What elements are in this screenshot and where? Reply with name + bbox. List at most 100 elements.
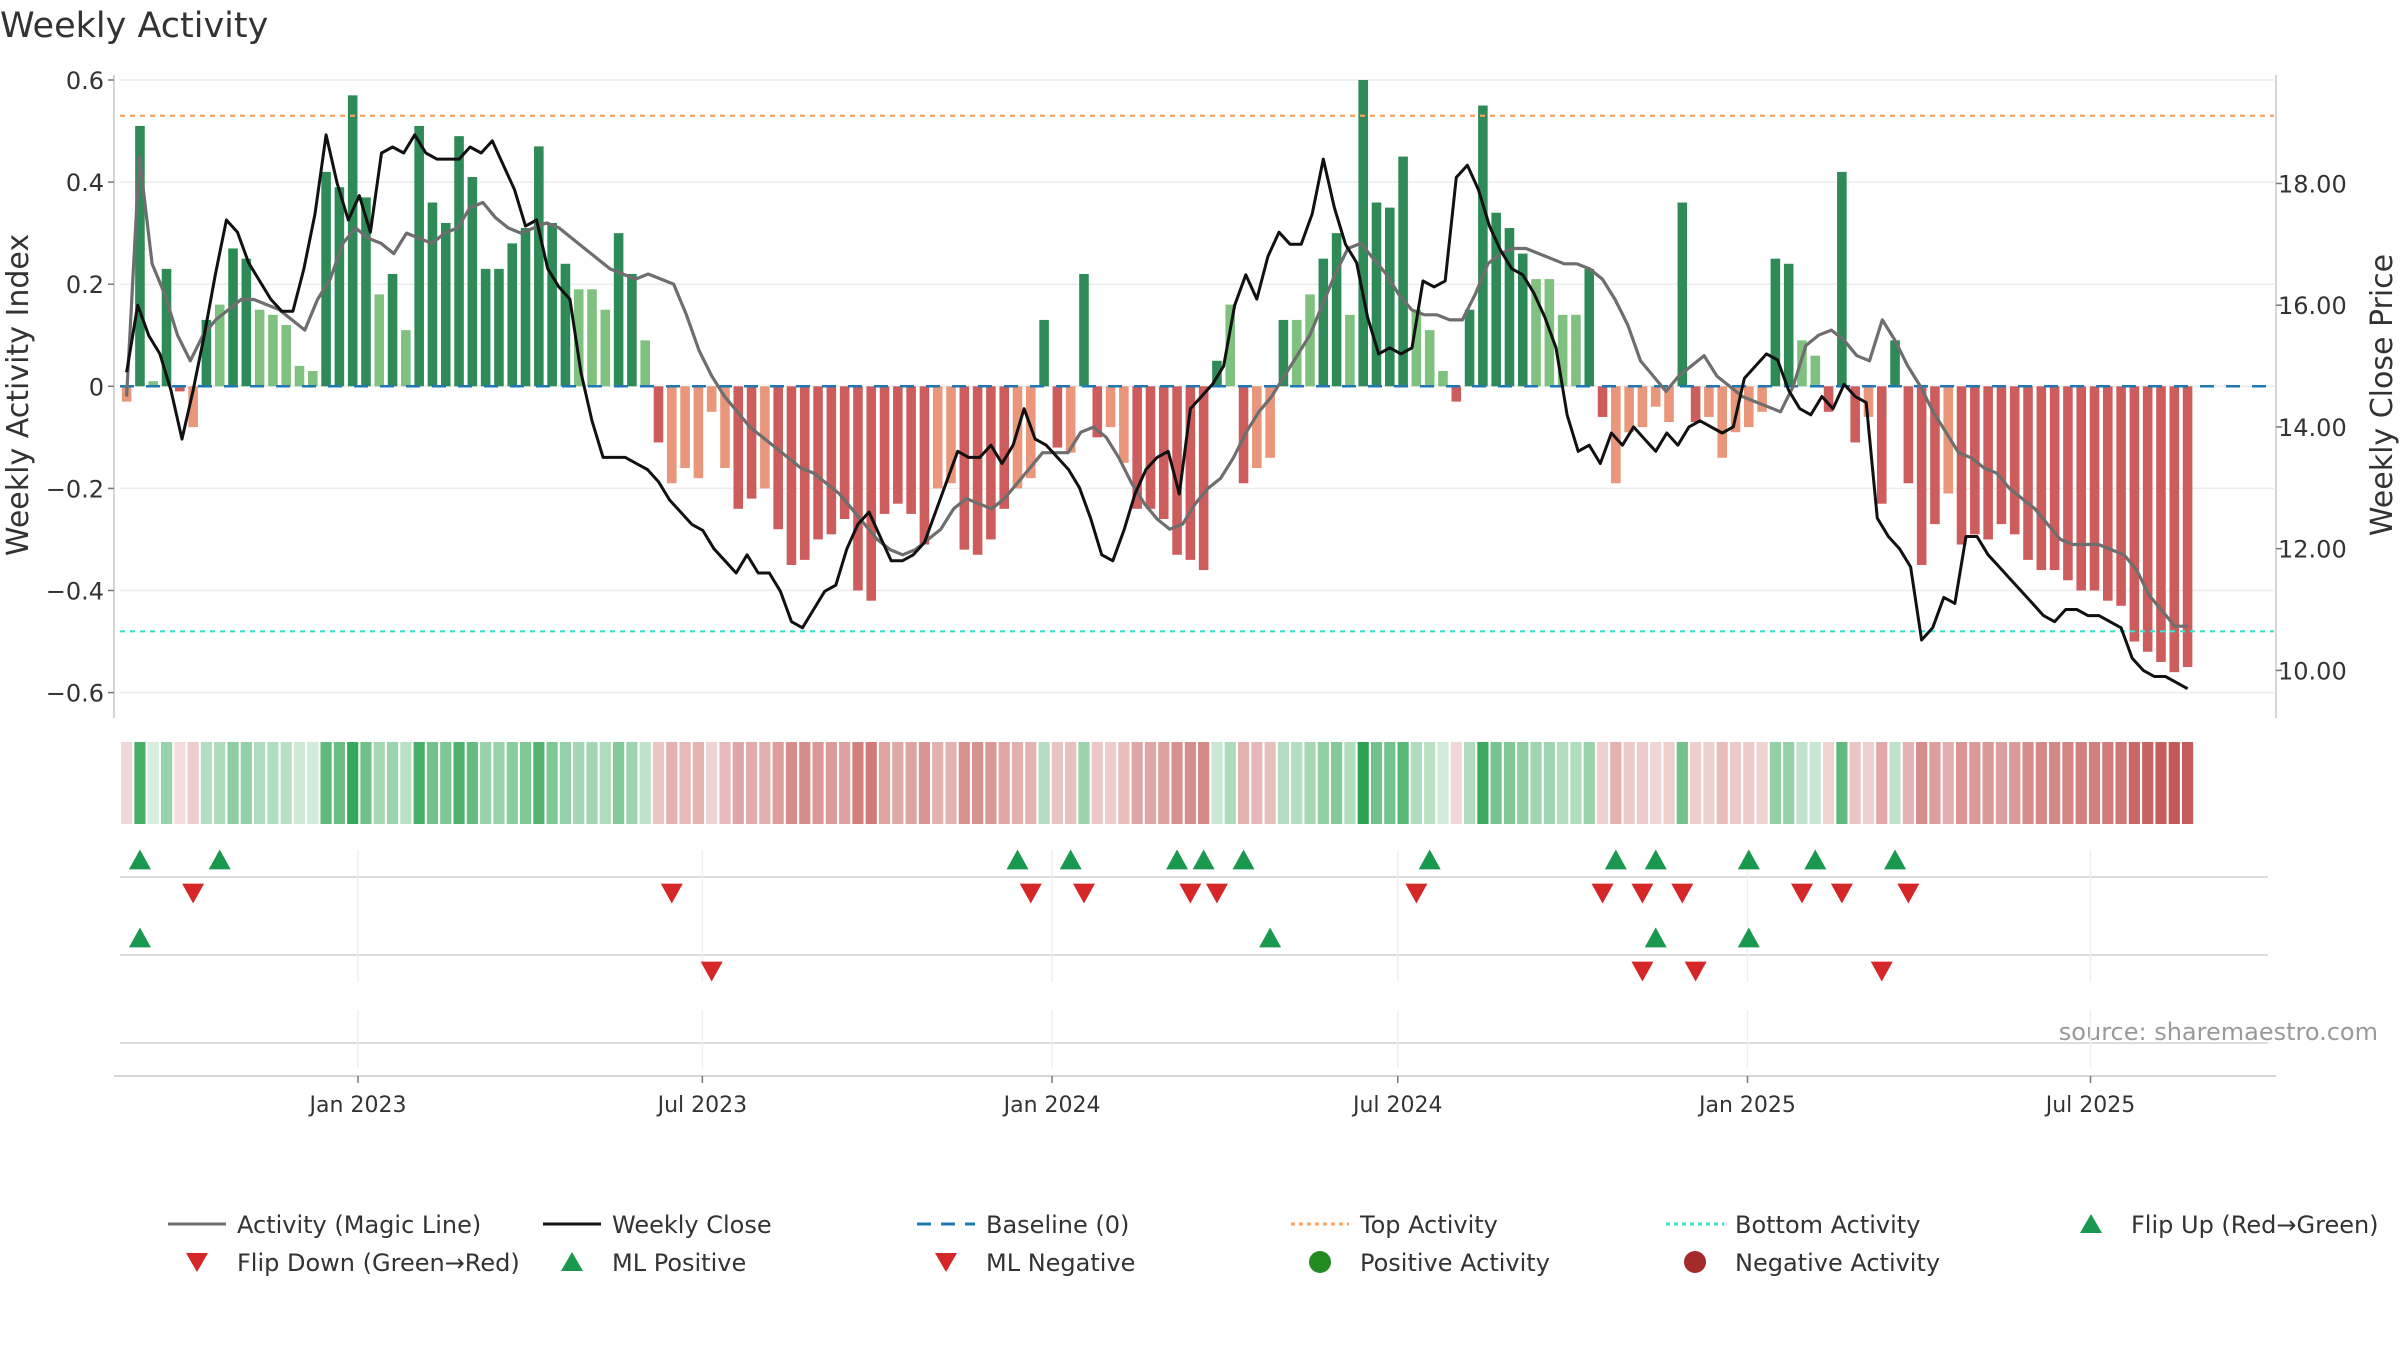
heatstrip-cell <box>2168 742 2180 824</box>
activity-bar-negative <box>2169 386 2180 673</box>
activity-bar-negative <box>1172 386 1182 555</box>
activity-bar-negative <box>1252 386 1262 468</box>
activity-bar-negative <box>1916 386 1927 565</box>
heatstrip-cell <box>2075 742 2087 824</box>
activity-bar-positive <box>534 146 544 387</box>
heatstrip-cell <box>839 742 851 824</box>
heatstrip-cell <box>373 742 385 824</box>
flip-up-marker <box>1232 849 1255 870</box>
activity-bar-positive <box>414 125 424 387</box>
activity-bar-negative <box>1185 386 1196 560</box>
activity-bar-positive <box>361 197 371 387</box>
gridlines <box>120 79 2274 694</box>
heatstrip-cell <box>254 742 266 824</box>
activity-bar-positive <box>241 258 252 387</box>
activity-bar-negative <box>932 386 943 489</box>
activity-bar-positive <box>374 294 385 387</box>
activity-bar-negative <box>853 386 863 591</box>
activity-bar-negative <box>1012 386 1023 489</box>
activity-bar-negative <box>972 386 983 555</box>
activity-bar-positive <box>1464 309 1475 387</box>
ml-negative-marker <box>1870 961 1893 982</box>
heatstrip-cell <box>1051 742 1063 824</box>
heatstrip-cell <box>1849 742 1861 824</box>
heatstrip-cell <box>2181 742 2194 824</box>
heatstrip-cell <box>1756 742 1768 824</box>
activity-bar-negative <box>1664 386 1674 423</box>
activity-bar-negative <box>2036 386 2047 571</box>
heatstrip-cell <box>799 742 811 824</box>
heatstrip-cell <box>2035 742 2047 824</box>
signal-marker-rows <box>120 849 2268 1068</box>
heatstrip-cell <box>1583 742 1595 824</box>
heatstrip-cell <box>573 742 585 824</box>
x-axis: Jan 2023 Jul 2023 Jan 2024 Jul 2024 Jan 2025… <box>114 1075 2276 1118</box>
legend-label: Activity (Magic Line) <box>237 1211 481 1239</box>
activity-bar-positive <box>321 171 331 387</box>
activity-bar-positive <box>1291 319 1302 387</box>
activity-bar-negative <box>1265 386 1275 458</box>
activity-bar-negative <box>2116 386 2126 606</box>
heatstrip-cell <box>333 742 345 824</box>
heatstrip-cell <box>639 742 651 824</box>
flip-up-marker <box>1059 849 1082 870</box>
heatstrip-cell <box>320 742 332 824</box>
heatstrip-cell <box>1942 742 1954 824</box>
heatstrip-cell <box>1397 742 1409 824</box>
series-lines <box>125 133 2189 691</box>
legend-item: ML Positive <box>561 1249 746 1277</box>
activity-bar-positive <box>427 202 438 387</box>
heatstrip-cell <box>1091 742 1103 824</box>
flip-up-marker <box>128 849 151 870</box>
activity-bar-negative <box>175 386 185 392</box>
heatstrip-cell <box>1118 742 1130 824</box>
flip-down-marker <box>1897 883 1920 904</box>
activity-bar-positive <box>480 268 491 387</box>
heatstrip-cell <box>1902 742 1914 824</box>
legend-item: Flip Up (Red→Green) <box>2080 1211 2379 1239</box>
flip-down-marker <box>1631 883 1654 904</box>
heatstrip-cell <box>1955 742 1968 824</box>
activity-bar-negative <box>1730 386 1741 433</box>
heatstrip-cell <box>121 742 133 824</box>
heatstrip-cell <box>1676 742 1688 824</box>
y2-tick-label: 10.00 <box>2278 657 2347 685</box>
activity-bar-negative <box>1624 386 1634 433</box>
activity-bar-negative <box>1983 386 1993 540</box>
heatstrip-cell <box>1211 742 1223 824</box>
activity-bar-positive <box>1371 202 1382 387</box>
activity-bar-negative <box>959 386 970 550</box>
legend-item: Weekly Close <box>543 1211 772 1239</box>
y-axis-label: Weekly Activity Index <box>1 234 36 556</box>
activity-bar-positive <box>600 309 611 387</box>
heatstrip-cell <box>1769 742 1781 824</box>
flip-down-marker <box>1179 883 1202 904</box>
ml-negative-marker <box>700 961 723 982</box>
activity-bar-negative <box>2142 386 2153 652</box>
flip-down-marker <box>1591 883 1614 904</box>
legend-item: Positive Activity <box>1309 1249 1550 1277</box>
activity-bar-positive <box>281 325 291 387</box>
activity-bar-negative <box>1145 386 1156 509</box>
y2-tick-label: 18.00 <box>2278 170 2347 198</box>
flip-up-marker <box>208 849 231 870</box>
heatstrip-cell <box>1690 742 1702 824</box>
heatstrip-cell <box>1104 742 1117 824</box>
heatstrip-cell <box>453 742 465 824</box>
heatstrip-cell <box>1543 742 1555 824</box>
activity-bar-positive <box>454 136 464 387</box>
activity-bar-positive <box>494 268 504 387</box>
heatstrip-cell <box>945 742 957 824</box>
flip-up-marker <box>1644 849 1667 870</box>
flip-up-marker <box>1884 849 1907 870</box>
heatstrip-cell <box>1171 742 1183 824</box>
heatstrip-cell <box>1995 742 2008 824</box>
activity-bar-positive <box>1810 355 1821 387</box>
heatstrip-cell <box>147 742 159 824</box>
legend-label: Baseline (0) <box>986 1211 1129 1239</box>
activity-bar-positive <box>1305 294 1315 387</box>
activity-bar-positive <box>135 125 145 387</box>
flip-up-marker <box>1006 849 1029 870</box>
heatstrip-cell <box>2062 742 2074 824</box>
activity-bar-positive <box>268 314 278 387</box>
